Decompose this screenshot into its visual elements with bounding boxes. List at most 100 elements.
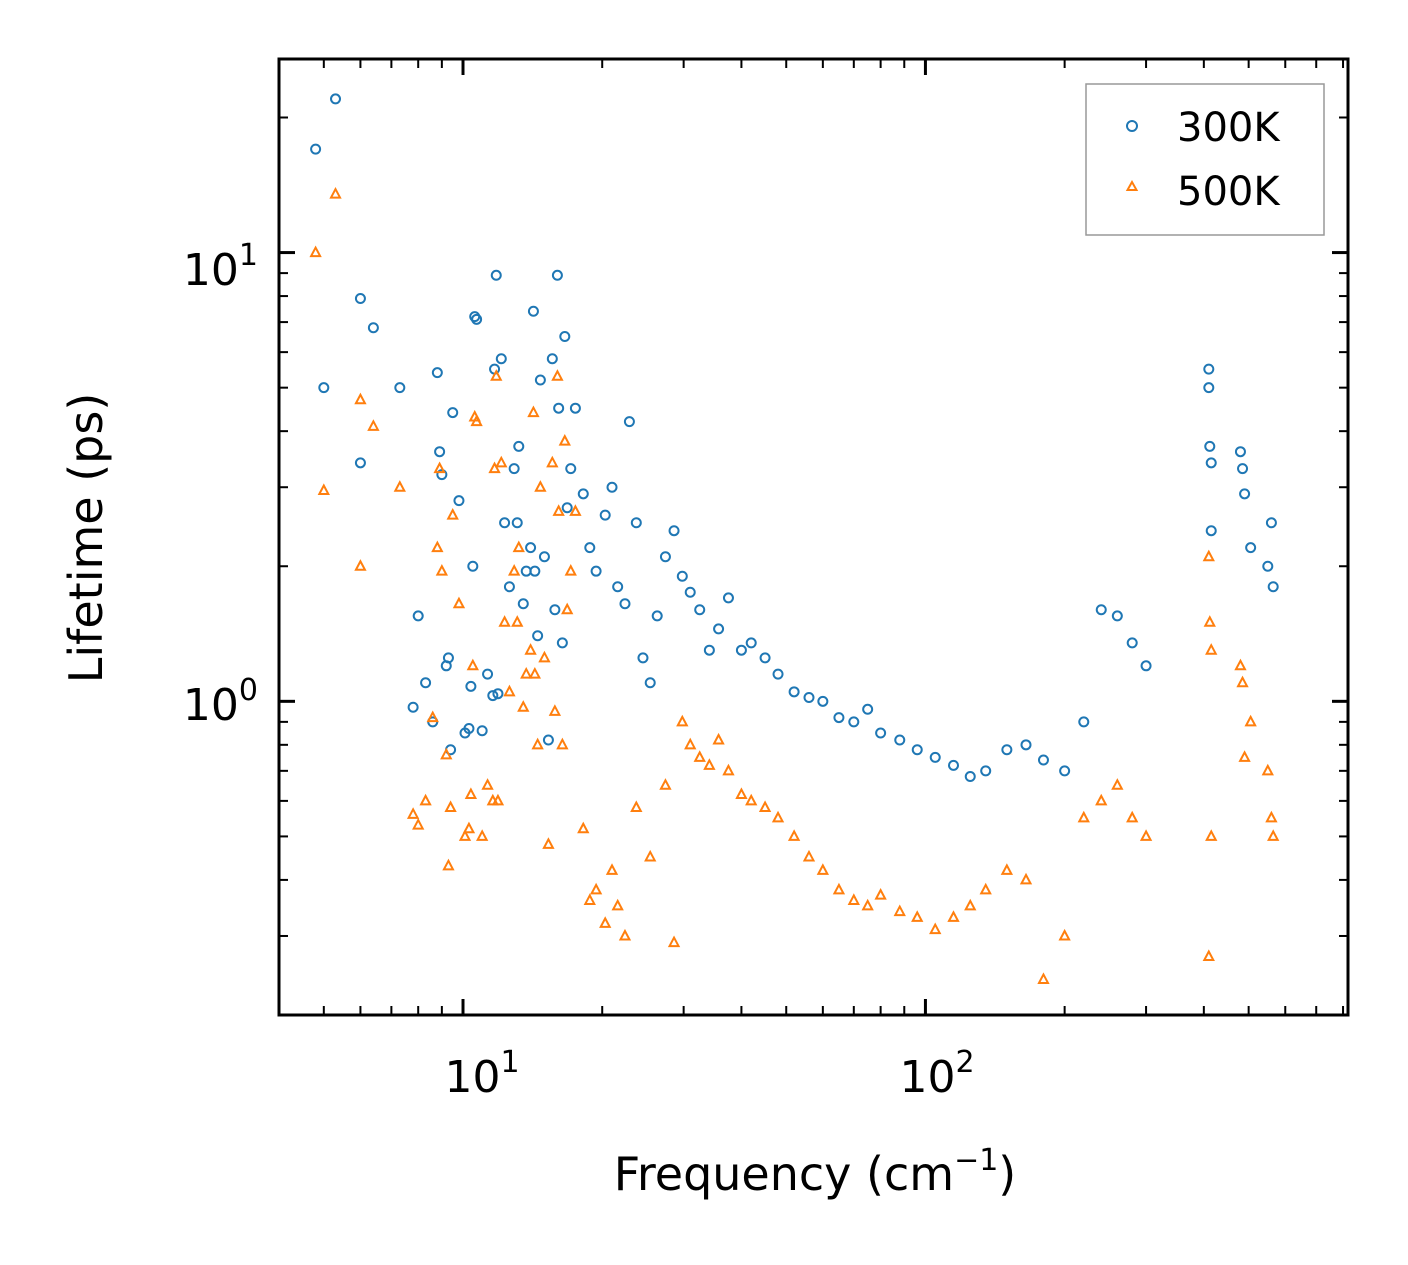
point-300K-12 bbox=[434, 446, 446, 458]
point-300K-101 bbox=[1203, 363, 1215, 375]
point-300K-42 bbox=[532, 630, 544, 642]
x-tick-label-100: 102 bbox=[899, 1045, 974, 1103]
point-500K-107 bbox=[1261, 763, 1274, 776]
point-300K-46 bbox=[546, 353, 558, 365]
point-300K-53 bbox=[565, 463, 577, 475]
point-300K-57 bbox=[590, 565, 602, 577]
axis-ticks bbox=[278, 59, 1348, 1016]
point-500K-8 bbox=[412, 817, 425, 830]
point-300K-9 bbox=[420, 677, 432, 689]
series-300K-points bbox=[310, 93, 1279, 782]
point-300K-51 bbox=[559, 331, 571, 343]
point-500K-54 bbox=[569, 504, 582, 516]
point-300K-65 bbox=[644, 677, 656, 689]
legend-marker-300K bbox=[1126, 120, 1138, 132]
point-300K-63 bbox=[630, 517, 642, 529]
point-300K-35 bbox=[511, 517, 523, 529]
point-500K-88 bbox=[979, 882, 992, 895]
point-500K-76 bbox=[787, 829, 801, 841]
point-300K-83 bbox=[848, 716, 860, 728]
point-300K-76 bbox=[745, 637, 757, 649]
point-300K-75 bbox=[735, 644, 747, 656]
point-300K-39 bbox=[525, 542, 537, 554]
point-500K-18 bbox=[452, 596, 466, 609]
point-300K-25 bbox=[476, 725, 488, 737]
point-500K-5 bbox=[354, 559, 367, 571]
point-300K-50 bbox=[556, 637, 568, 649]
point-500K-46 bbox=[546, 455, 559, 468]
point-500K-25 bbox=[475, 829, 489, 841]
point-500K-62 bbox=[630, 800, 643, 812]
point-500K-49 bbox=[552, 504, 565, 516]
point-500K-58 bbox=[599, 916, 612, 928]
point-500K-10 bbox=[426, 710, 439, 723]
point-500K-31 bbox=[495, 455, 508, 468]
point-500K-85 bbox=[929, 922, 942, 935]
point-500K-68 bbox=[693, 750, 706, 762]
point-300K-15 bbox=[442, 652, 454, 664]
point-300K-77 bbox=[759, 652, 771, 664]
point-300K-8 bbox=[412, 610, 424, 622]
point-500K-84 bbox=[911, 910, 924, 922]
point-300K-47 bbox=[549, 604, 561, 616]
point-300K-94 bbox=[1037, 754, 1049, 766]
point-500K-80 bbox=[847, 893, 860, 905]
point-300K-112 bbox=[1267, 581, 1279, 593]
point-500K-15 bbox=[442, 858, 455, 871]
point-500K-77 bbox=[802, 849, 816, 862]
point-500K-96 bbox=[1126, 810, 1139, 823]
point-300K-55 bbox=[577, 488, 589, 500]
point-500K-45 bbox=[542, 837, 555, 849]
point-500K-35 bbox=[511, 615, 524, 627]
point-500K-55 bbox=[577, 821, 590, 834]
point-300K-60 bbox=[612, 581, 624, 593]
point-500K-17 bbox=[446, 507, 459, 520]
point-500K-50 bbox=[556, 737, 569, 750]
point-500K-47 bbox=[548, 704, 562, 716]
point-500K-65 bbox=[667, 935, 681, 948]
point-300K-66 bbox=[651, 610, 663, 622]
point-500K-63 bbox=[644, 849, 657, 862]
point-500K-97 bbox=[1139, 829, 1153, 841]
point-500K-52 bbox=[561, 602, 574, 615]
point-300K-64 bbox=[637, 652, 649, 664]
point-500K-75 bbox=[771, 810, 785, 823]
point-300K-2 bbox=[318, 382, 330, 394]
point-500K-32 bbox=[498, 615, 511, 627]
point-300K-7 bbox=[407, 701, 419, 713]
point-500K-48 bbox=[551, 369, 564, 381]
point-300K-5 bbox=[354, 457, 366, 469]
point-500K-14 bbox=[440, 747, 453, 760]
point-500K-99 bbox=[1202, 949, 1215, 962]
point-500K-94 bbox=[1095, 793, 1108, 806]
point-300K-30 bbox=[492, 688, 504, 700]
point-500K-82 bbox=[874, 887, 887, 900]
point-500K-105 bbox=[1238, 750, 1251, 762]
point-500K-104 bbox=[1236, 675, 1249, 688]
point-500K-20 bbox=[462, 821, 476, 834]
point-300K-18 bbox=[453, 495, 465, 507]
point-500K-29 bbox=[490, 369, 503, 381]
point-300K-99 bbox=[1126, 637, 1138, 649]
point-500K-22 bbox=[466, 658, 479, 671]
point-300K-44 bbox=[538, 551, 550, 563]
series-500K-points bbox=[309, 186, 1280, 984]
point-500K-93 bbox=[1077, 810, 1090, 823]
point-500K-40 bbox=[527, 405, 540, 418]
point-300K-90 bbox=[964, 770, 976, 782]
point-500K-24 bbox=[470, 414, 483, 427]
point-500K-109 bbox=[1267, 829, 1280, 841]
point-500K-60 bbox=[611, 898, 624, 911]
point-500K-7 bbox=[406, 807, 420, 819]
point-300K-106 bbox=[1234, 446, 1246, 458]
point-300K-87 bbox=[911, 744, 923, 756]
point-300K-26 bbox=[482, 668, 494, 680]
point-500K-56 bbox=[583, 893, 596, 905]
point-300K-17 bbox=[447, 407, 459, 419]
point-500K-34 bbox=[507, 564, 521, 576]
point-300K-89 bbox=[948, 759, 960, 771]
point-500K-106 bbox=[1244, 714, 1257, 727]
point-300K-3 bbox=[354, 293, 366, 305]
point-300K-88 bbox=[929, 751, 941, 763]
